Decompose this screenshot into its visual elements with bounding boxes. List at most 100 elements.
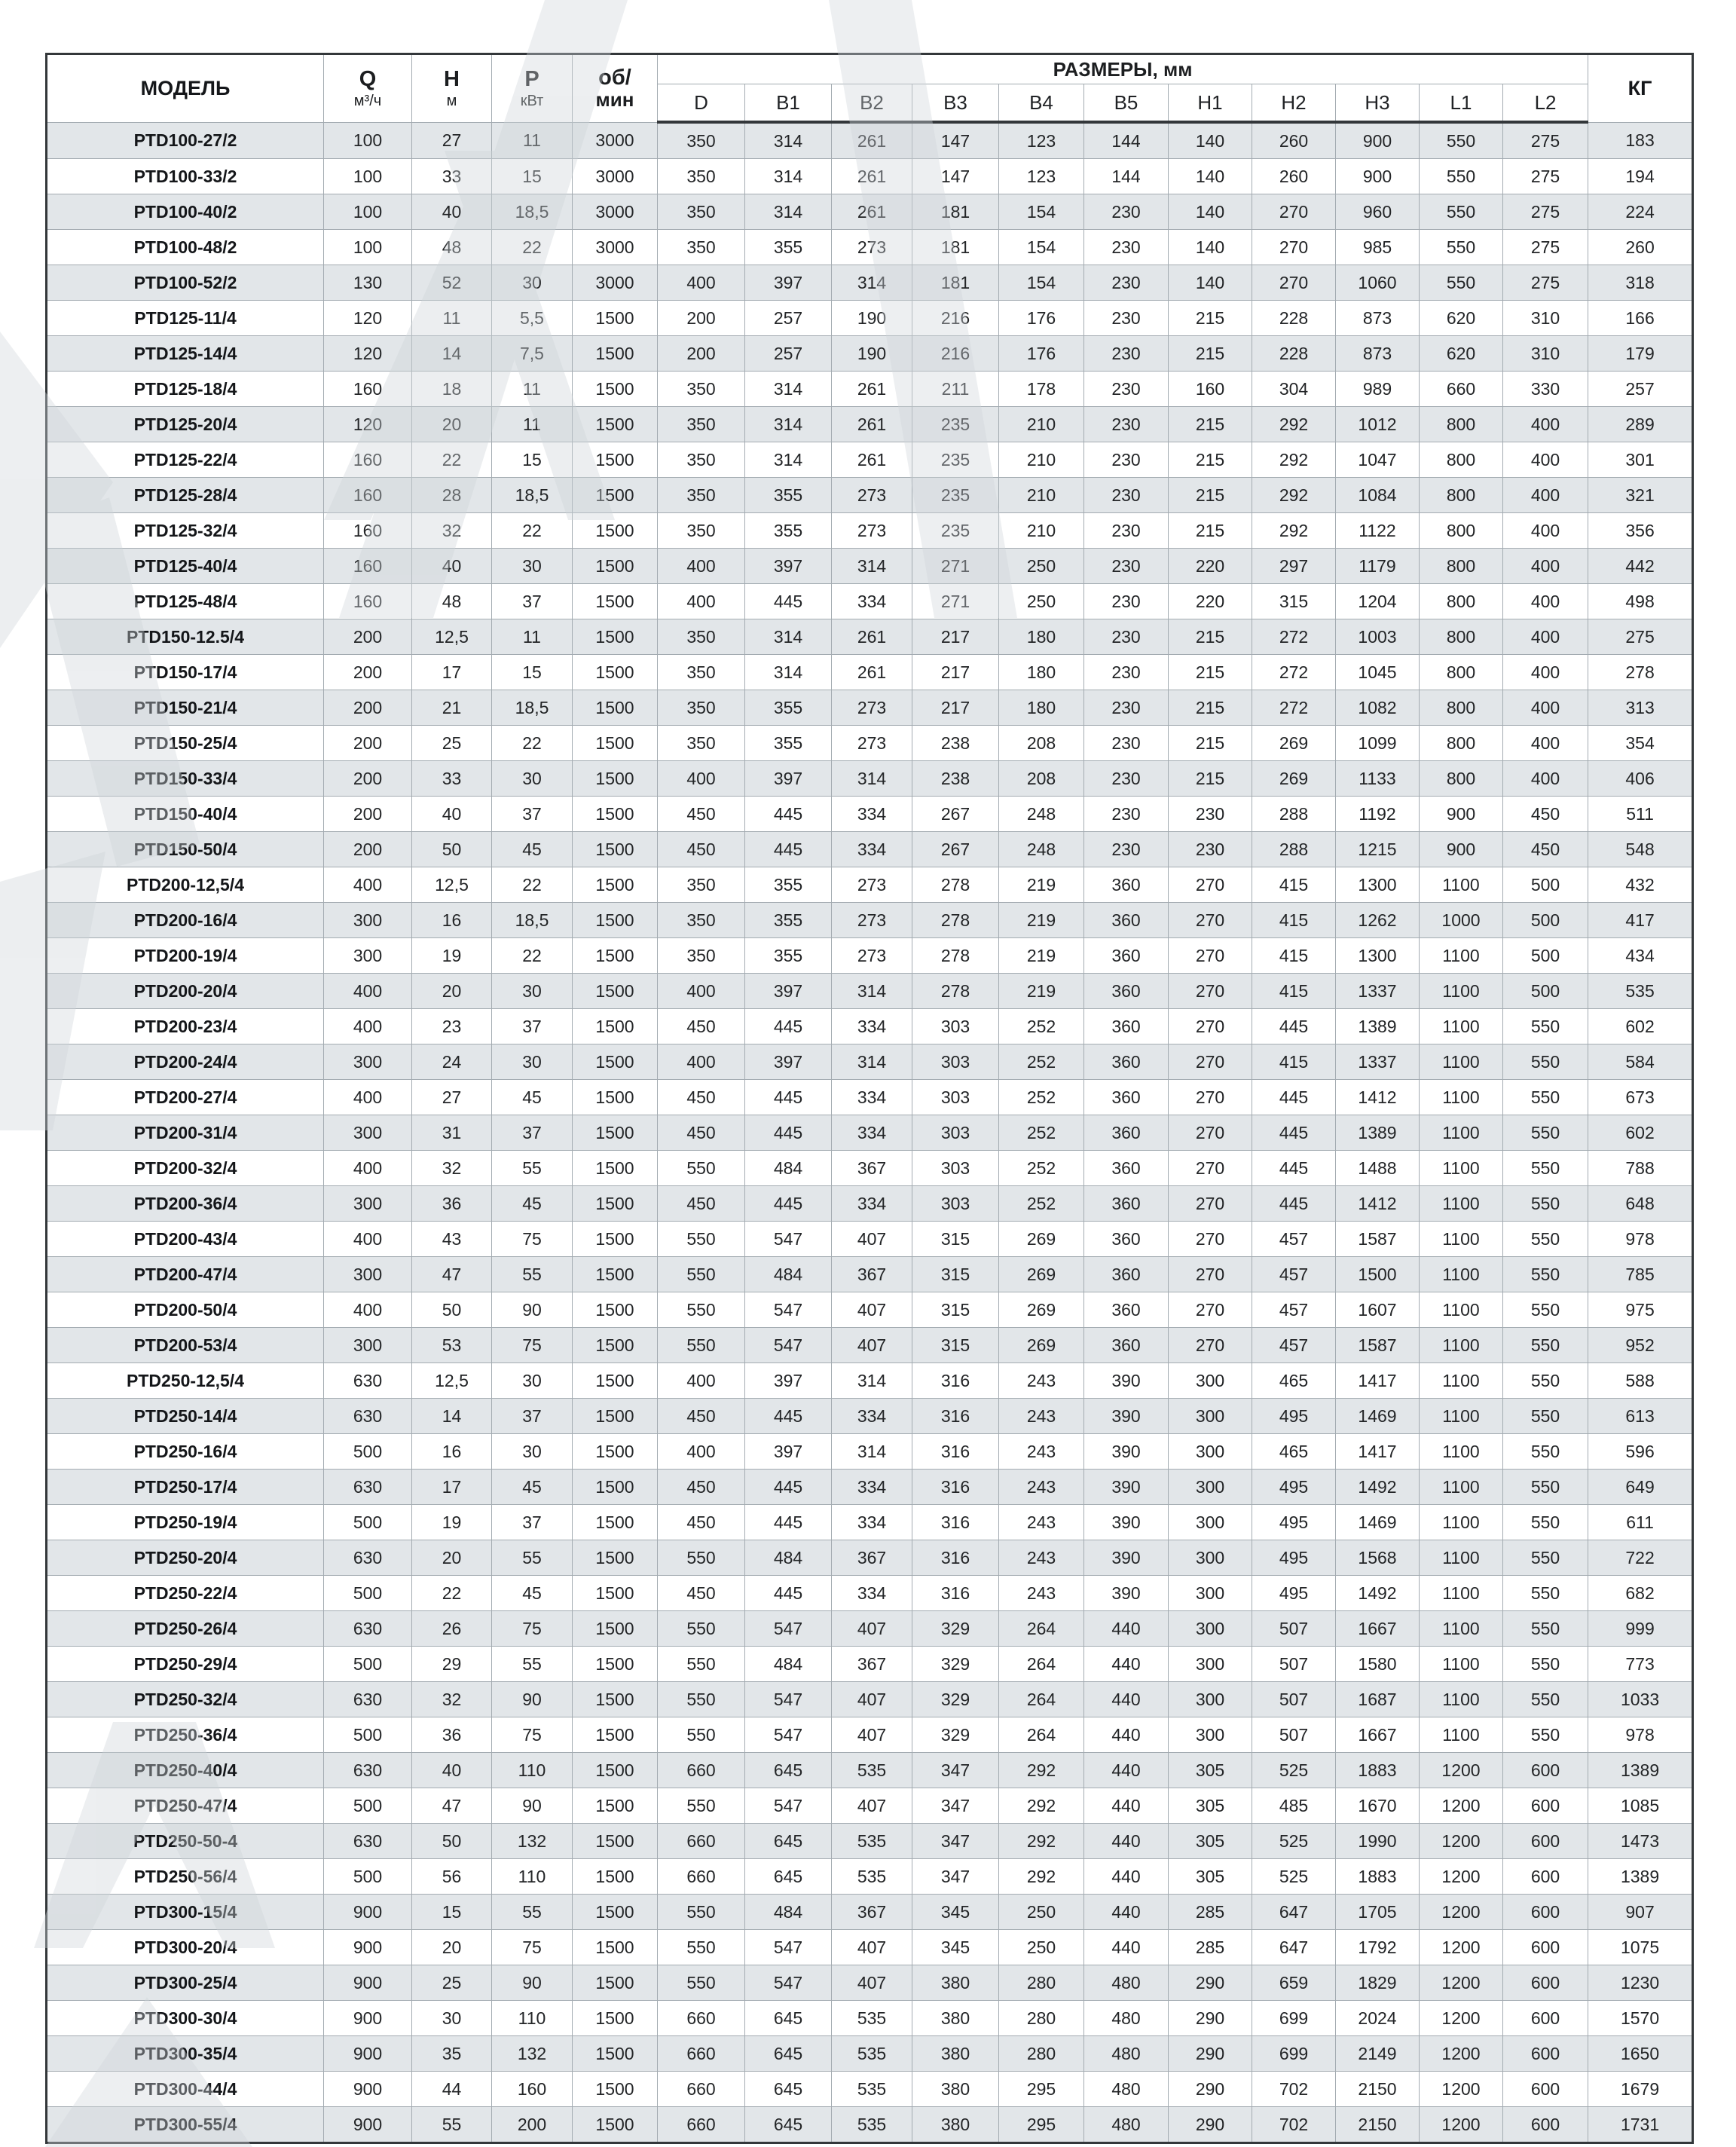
cell-b4: 176 <box>998 300 1084 336</box>
cell-rpm: 1500 <box>572 1540 658 1576</box>
cell-q: 130 <box>323 265 412 301</box>
cell-h1: 220 <box>1168 548 1252 584</box>
cell-h1: 215 <box>1168 654 1252 690</box>
cell-kg: 194 <box>1588 158 1694 194</box>
cell-b4: 210 <box>998 512 1084 549</box>
table-row: PTD125-48/4 160 48 37 1500 400 445 334 271 250 230… <box>46 583 1694 619</box>
cell-h1: 230 <box>1168 831 1252 867</box>
cell-kg: 224 <box>1588 194 1694 230</box>
cell-p: 11 <box>491 406 573 442</box>
cell-b5: 360 <box>1083 1327 1169 1363</box>
cell-p: 75 <box>491 1929 573 1965</box>
cell-d: 350 <box>657 654 745 690</box>
cell-l1: 1100 <box>1419 1433 1503 1470</box>
cell-b4: 210 <box>998 442 1084 478</box>
cell-q: 300 <box>323 902 412 938</box>
cell-b5: 230 <box>1083 690 1169 726</box>
cell-p: 132 <box>491 1823 573 1859</box>
cell-b3: 316 <box>912 1363 999 1399</box>
cell-kg: 602 <box>1588 1115 1694 1151</box>
cell-b4: 210 <box>998 477 1084 513</box>
cell-p: 75 <box>491 1221 573 1257</box>
cell-model: PTD200-36/4 <box>46 1185 324 1222</box>
cell-b3: 181 <box>912 229 999 265</box>
cell-l2: 550 <box>1502 1115 1589 1151</box>
cell-l1: 900 <box>1419 796 1503 832</box>
cell-b5: 390 <box>1083 1504 1169 1540</box>
header-dim-b4: B4 <box>998 84 1084 124</box>
cell-model: PTD125-48/4 <box>46 583 324 619</box>
cell-l1: 800 <box>1419 442 1503 478</box>
cell-l1: 800 <box>1419 725 1503 761</box>
cell-b3: 315 <box>912 1256 999 1292</box>
cell-h3: 1192 <box>1335 796 1420 832</box>
cell-h1: 220 <box>1168 583 1252 619</box>
cell-h: 12,5 <box>411 619 492 655</box>
cell-h: 32 <box>411 1681 492 1717</box>
cell-l1: 1200 <box>1419 1788 1503 1824</box>
cell-h1: 300 <box>1168 1610 1252 1647</box>
cell-h: 47 <box>411 1788 492 1824</box>
cell-h1: 140 <box>1168 121 1252 159</box>
cell-b5: 230 <box>1083 194 1169 230</box>
cell-h2: 269 <box>1252 725 1336 761</box>
cell-p: 45 <box>491 1575 573 1611</box>
cell-b3: 235 <box>912 406 999 442</box>
cell-h3: 1003 <box>1335 619 1420 655</box>
cell-l1: 620 <box>1419 300 1503 336</box>
cell-rpm: 1500 <box>572 2000 658 2036</box>
cell-kg: 1570 <box>1588 2000 1694 2036</box>
cell-b3: 347 <box>912 1823 999 1859</box>
cell-h1: 160 <box>1168 371 1252 407</box>
cell-h3: 960 <box>1335 194 1420 230</box>
cell-q: 100 <box>323 194 412 230</box>
cell-l2: 400 <box>1502 442 1589 478</box>
cell-model: PTD250-14/4 <box>46 1398 324 1434</box>
table-row: PTD300-30/4 900 30 110 1500 660 645 535 380 280 48… <box>46 2000 1694 2036</box>
cell-b1: 397 <box>744 548 832 584</box>
cell-l1: 1200 <box>1419 1965 1503 2001</box>
cell-p: 15 <box>491 442 573 478</box>
cell-kg: 260 <box>1588 229 1694 265</box>
cell-l2: 500 <box>1502 973 1589 1009</box>
cell-l2: 550 <box>1502 1008 1589 1044</box>
cell-b4: 292 <box>998 1788 1084 1824</box>
cell-model: PTD150-40/4 <box>46 796 324 832</box>
cell-d: 450 <box>657 831 745 867</box>
cell-model: PTD250-40/4 <box>46 1752 324 1788</box>
cell-p: 11 <box>491 121 573 159</box>
cell-h1: 290 <box>1168 2071 1252 2107</box>
cell-h1: 305 <box>1168 1823 1252 1859</box>
cell-l1: 1100 <box>1419 1504 1503 1540</box>
cell-p: 15 <box>491 158 573 194</box>
cell-p: 37 <box>491 1115 573 1151</box>
cell-q: 630 <box>323 1752 412 1788</box>
cell-h3: 1607 <box>1335 1292 1420 1328</box>
cell-p: 30 <box>491 973 573 1009</box>
cell-q: 300 <box>323 1185 412 1222</box>
cell-kg: 648 <box>1588 1185 1694 1222</box>
cell-q: 200 <box>323 654 412 690</box>
cell-b5: 440 <box>1083 1823 1169 1859</box>
cell-b1: 314 <box>744 442 832 478</box>
cell-q: 120 <box>323 300 412 336</box>
cell-kg: 673 <box>1588 1079 1694 1115</box>
cell-model: PTD200-32/4 <box>46 1150 324 1186</box>
cell-model: PTD300-55/4 <box>46 2106 324 2143</box>
cell-b5: 440 <box>1083 1788 1169 1824</box>
cell-d: 350 <box>657 690 745 726</box>
cell-h2: 457 <box>1252 1292 1336 1328</box>
cell-l2: 600 <box>1502 2071 1589 2107</box>
cell-h: 47 <box>411 1256 492 1292</box>
cell-b4: 269 <box>998 1256 1084 1292</box>
cell-p: 22 <box>491 229 573 265</box>
cell-h3: 1082 <box>1335 690 1420 726</box>
cell-b1: 355 <box>744 477 832 513</box>
cell-b3: 329 <box>912 1717 999 1753</box>
cell-p: 55 <box>491 1540 573 1576</box>
cell-l1: 800 <box>1419 619 1503 655</box>
table-row: PTD125-40/4 160 40 30 1500 400 397 314 271 250 230… <box>46 548 1694 584</box>
cell-l1: 1100 <box>1419 867 1503 903</box>
cell-p: 18,5 <box>491 902 573 938</box>
cell-l1: 1100 <box>1419 1150 1503 1186</box>
